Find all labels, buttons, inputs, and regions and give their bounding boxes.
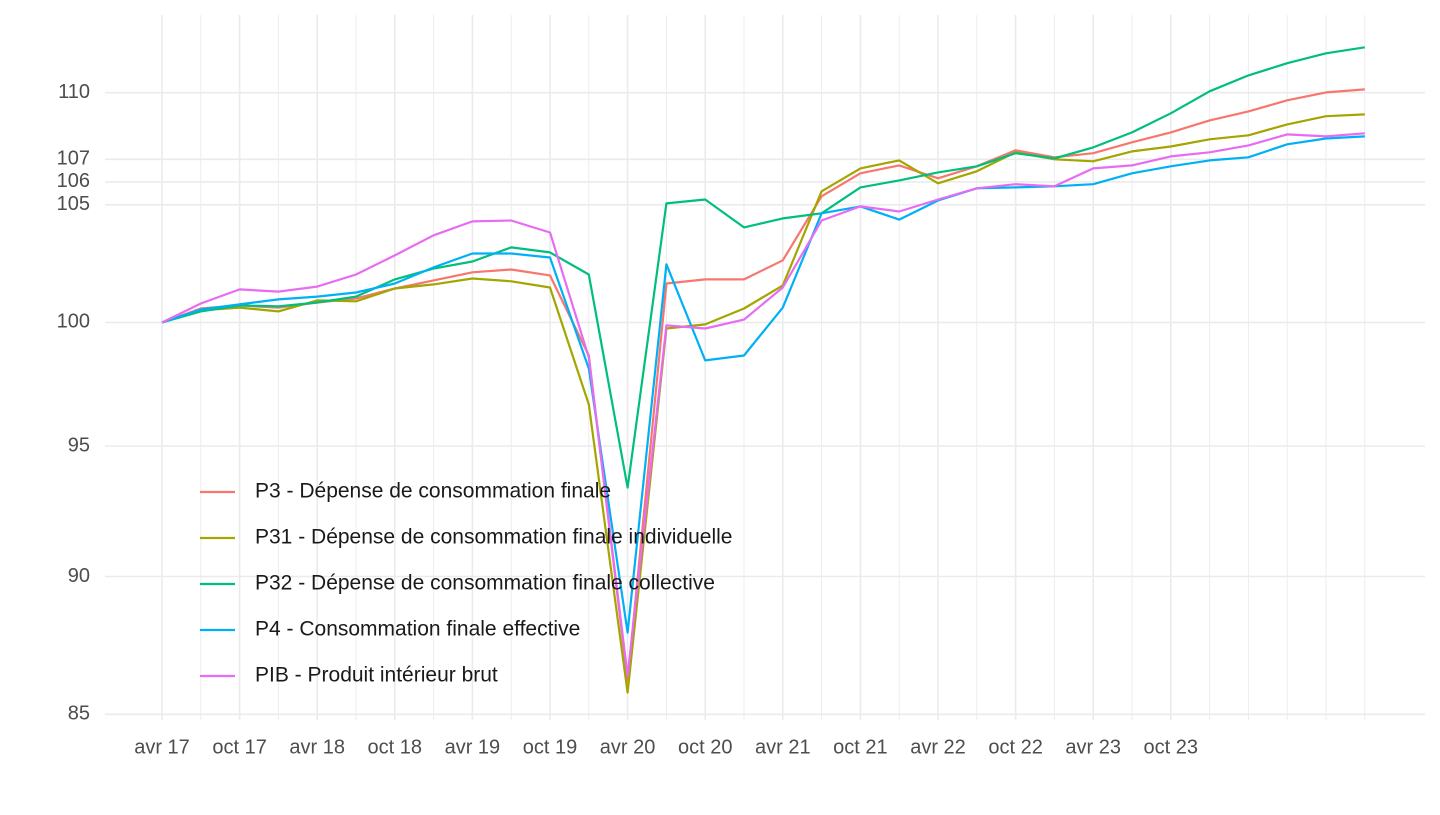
y-tick-label: 95 [68, 434, 90, 456]
y-tick-label: 107 [57, 148, 90, 170]
x-tick-label: oct 21 [833, 736, 887, 758]
y-tick-label: 110 [58, 81, 90, 103]
legend-label: PIB - Produit intérieur brut [255, 664, 498, 687]
x-tick-label: oct 18 [368, 736, 422, 758]
series-line [161, 88, 1365, 682]
y-tick-label: 100 [57, 311, 90, 333]
x-tick-label: oct 22 [988, 736, 1042, 758]
legend-label: P31 - Dépense de consommation finale ind… [255, 526, 732, 549]
x-tick-label: avr 22 [910, 736, 966, 758]
x-tick-label: avr 19 [445, 736, 501, 758]
x-tick-label: avr 17 [134, 736, 190, 758]
y-tick-label: 106 [57, 170, 90, 192]
y-tick-label: 85 [68, 703, 90, 725]
series-line [161, 132, 1365, 677]
legend-label: P4 - Consommation finale effective [255, 618, 580, 641]
x-tick-label: oct 17 [212, 736, 266, 758]
x-tick-label: oct 19 [523, 736, 577, 758]
legend-label: P3 - Dépense de consommation finale [255, 480, 611, 503]
lines [161, 46, 1365, 694]
x-tick-label: oct 20 [678, 736, 732, 758]
x-tick-label: oct 23 [1144, 736, 1198, 758]
grid [105, 15, 1425, 720]
legend: P3 - Dépense de consommation finale P31 -… [200, 480, 732, 687]
x-tick-label: avr 23 [1065, 736, 1121, 758]
legend-label: P32 - Dépense de consommation finale col… [255, 572, 715, 595]
x-tick-label: avr 18 [289, 736, 345, 758]
series-line [161, 113, 1365, 694]
x-tick-label: avr 20 [600, 736, 656, 758]
x-tick-label: avr 21 [755, 736, 811, 758]
series-line [161, 46, 1365, 489]
y-tick-label: 105 [57, 193, 90, 215]
series-line [161, 135, 1365, 634]
y-tick-label: 90 [68, 565, 90, 587]
